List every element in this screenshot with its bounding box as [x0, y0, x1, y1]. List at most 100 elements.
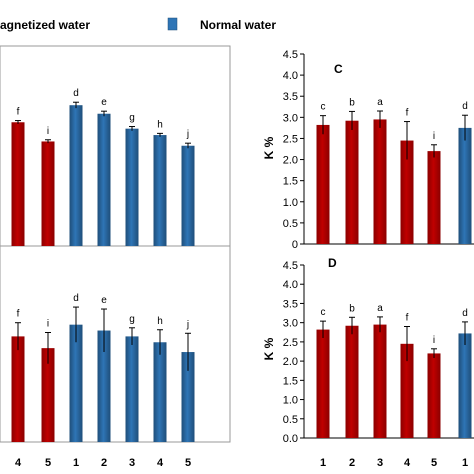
panel-c-y-tick-label: 2.5 — [283, 133, 298, 145]
panel-top-left-bar — [41, 141, 55, 246]
panel-c-bar — [458, 127, 472, 244]
x-tick-label: 2 — [349, 457, 355, 469]
panel-d-bars: c b a f i d — [316, 303, 472, 438]
panel-c-y-tick-label: 1.0 — [283, 197, 298, 209]
panel-top-left-bars: f i d e g h j — [11, 88, 195, 246]
x-tick-labels: 4 5 1 2 3 4 5 1 2 3 4 5 1 — [15, 457, 468, 469]
panel-bottom-left-bar — [69, 324, 83, 442]
panel-c: C K % 0 0.5 1.0 1.5 2.0 2.5 3.0 3.5 4.0 4.5 — [262, 49, 474, 251]
panel-d-y-tick-label: 0.5 — [283, 414, 298, 426]
panel-d-y-tick-label: 3.5 — [283, 298, 298, 310]
panel-c-y-tick-label: 3.5 — [283, 91, 298, 103]
panel-c-bars: c b a f i d — [316, 97, 472, 244]
panel-d-bar — [400, 343, 414, 438]
panel-c-letter: C — [334, 62, 343, 76]
panel-c-bar-letter: a — [377, 97, 383, 108]
panel-c-bar — [400, 140, 414, 244]
legend: agnetized water Normal water — [0, 17, 276, 32]
panel-c-bar — [345, 120, 359, 244]
x-tick-label: 1 — [320, 457, 326, 469]
legend-normal-label: Normal water — [200, 18, 276, 32]
x-tick-label: 4 — [404, 457, 411, 469]
panel-c-bar-letter: i — [433, 131, 435, 142]
panel-c-bar-letter: c — [321, 102, 326, 113]
panel-top-left-bar — [11, 122, 25, 246]
x-tick-label: 5 — [45, 457, 51, 469]
panel-d-bar-letter: a — [377, 303, 383, 314]
panel-c-axes: 0 0.5 1.0 1.5 2.0 2.5 3.0 3.5 4.0 4.5 — [283, 49, 474, 251]
panel-c-bar — [316, 124, 330, 244]
panel-bottom-left-bar — [11, 336, 25, 442]
panel-d-y-tick-label: 4.5 — [283, 260, 298, 272]
panel-d-y-tick-label: 4.0 — [283, 279, 298, 291]
panel-d-y-tick-label: 2.0 — [283, 356, 298, 368]
panel-bottom-left-bar-letter: e — [101, 295, 107, 306]
panel-d-y-tick-label: 1.0 — [283, 395, 298, 407]
x-tick-label: 5 — [185, 457, 191, 469]
panel-d-axes: 0.0 0.5 1.0 1.5 2.0 2.5 3.0 3.5 4.0 4.5 — [283, 260, 474, 445]
panel-top-left-bar-letter: d — [73, 88, 79, 99]
panel-bottom-left-bar-letter: d — [73, 293, 79, 304]
panel-d-bar — [427, 353, 441, 438]
panel-top-left-bar-letter: f — [17, 107, 20, 118]
panel-c-y-tick-label: 0.5 — [283, 218, 298, 230]
panel-bottom-left-bar-letter: h — [157, 316, 163, 327]
panel-top-left-frame — [0, 45, 231, 247]
panel-d: D K % 0.0 0.5 1.0 1.5 2.0 2.5 3.0 3.5 4.0 4.5 — [262, 256, 474, 445]
panel-bottom-left-bar — [97, 330, 111, 442]
panel-top-left-bar-letter: h — [157, 119, 163, 130]
panel-c-ylabel: K % — [262, 136, 276, 159]
legend-magnetized-label: agnetized water — [0, 18, 90, 32]
panel-bottom-left-bar-letter: j — [186, 319, 189, 330]
panel-c-y-tick-label: 2.0 — [283, 155, 298, 167]
panel-d-bar — [458, 333, 472, 438]
x-tick-label: 4 — [15, 457, 22, 469]
panel-top-left-bar-letter: e — [101, 97, 107, 108]
x-tick-label: 5 — [431, 457, 437, 469]
panel-d-y-tick-label: 3.0 — [283, 318, 298, 330]
panel-bottom-left-bar — [181, 352, 195, 442]
panel-top-left-bar-letter: g — [129, 113, 135, 124]
panel-d-bar-letter: i — [433, 335, 435, 346]
x-tick-label: 1 — [73, 457, 79, 469]
panel-top-left-bar-letter: i — [47, 126, 49, 137]
panel-d-y-tick-label: 2.5 — [283, 337, 298, 349]
panel-c-bar-letter: b — [349, 97, 355, 108]
panel-top-left-bar — [69, 105, 83, 246]
panel-c-y-tick-label: 4.0 — [283, 70, 298, 82]
panel-d-y-tick-label: 0.0 — [283, 433, 298, 445]
panel-d-letter: D — [328, 256, 337, 270]
panel-d-y-tick-label: 1.5 — [283, 375, 298, 387]
x-tick-label: 3 — [129, 457, 135, 469]
panel-d-bar-letter: d — [462, 308, 468, 319]
panel-c-bar — [427, 151, 441, 244]
panel-c-y-tick-label: 3.0 — [283, 112, 298, 124]
x-tick-label: 3 — [377, 457, 383, 469]
panel-c-y-tick-label: 0 — [292, 239, 298, 251]
panel-bottom-left-bar — [153, 342, 167, 442]
panel-top-left-bar — [153, 135, 167, 246]
panel-bottom-left-bar-letter: f — [17, 309, 20, 320]
panel-bottom-left-bar-letter: i — [47, 318, 49, 329]
panel-top-left-bar-letter: j — [186, 129, 189, 140]
panel-top-left-bar — [181, 145, 195, 246]
panel-d-bar — [345, 325, 359, 438]
panel-top-left-bar — [125, 128, 139, 246]
legend-normal-swatch — [167, 17, 178, 31]
panel-bottom-left-bar — [125, 336, 139, 442]
x-tick-label: 2 — [101, 457, 107, 469]
panel-bottom-left-frame — [0, 245, 231, 443]
x-tick-label: 1 — [462, 457, 468, 469]
panel-bottom-left-bar — [41, 348, 55, 442]
panel-c-bar-letter: f — [406, 108, 409, 119]
panel-c-bar-letter: d — [462, 101, 468, 112]
x-tick-label: 4 — [157, 457, 164, 469]
panel-d-bar — [316, 329, 330, 438]
panel-d-ylabel: K % — [262, 337, 276, 360]
panel-c-y-tick-label: 4.5 — [283, 49, 298, 61]
panel-d-bar — [373, 324, 387, 438]
panel-bottom-left-bar-letter: g — [129, 314, 135, 325]
panel-top-left-bar — [97, 113, 111, 246]
panel-c-bar — [373, 119, 387, 244]
